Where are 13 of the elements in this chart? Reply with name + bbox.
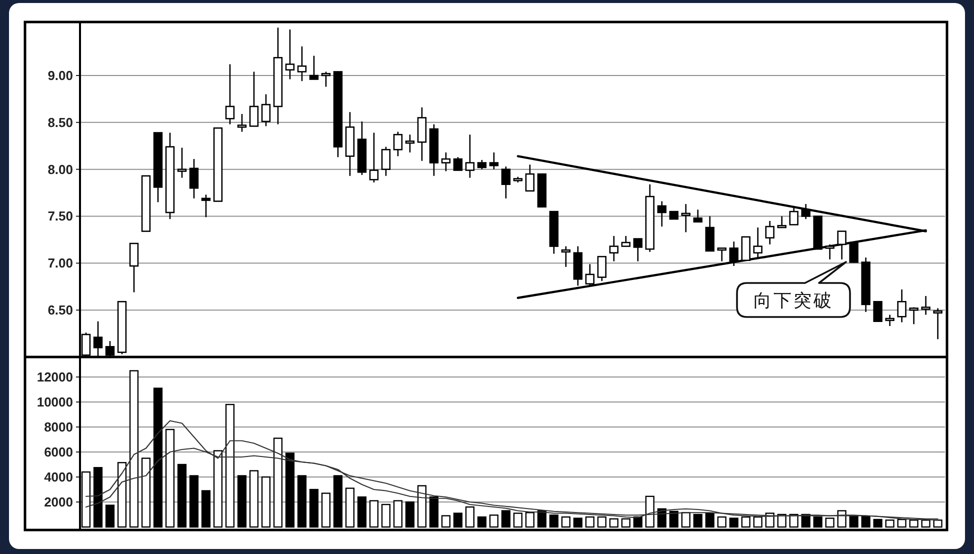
y-tick-label: 6000 [44, 444, 73, 460]
y-tick-label: 9.00 [48, 68, 73, 83]
annotation: 向下突破 [754, 290, 834, 310]
y-tick-label: 8000 [44, 420, 73, 434]
y-tick-label: 10000 [36, 394, 73, 410]
y-tick-label: 8.50 [48, 114, 73, 130]
y-tick-label: 7.00 [48, 256, 73, 271]
y-tick-label: 7.50 [48, 208, 73, 224]
y-tick-label: 2000 [44, 494, 73, 510]
y-tick-label: 12000 [36, 370, 73, 384]
y-tick-label: 8.00 [48, 162, 73, 177]
y-tick-label: 6.50 [48, 302, 73, 318]
y-tick-label: 4000 [44, 470, 73, 484]
